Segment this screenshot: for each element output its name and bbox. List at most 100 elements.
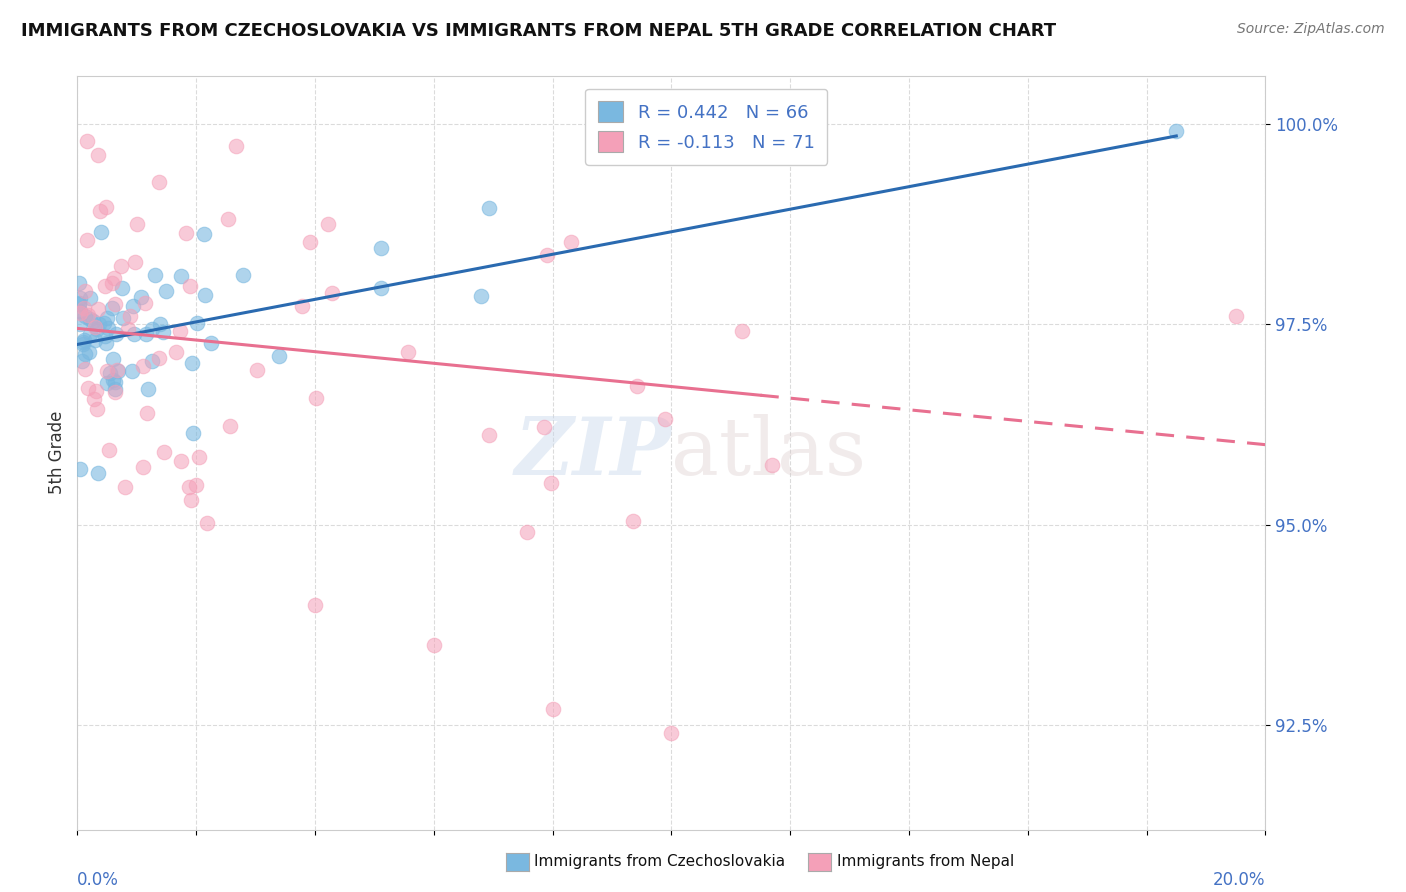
Point (118, 309, 141, 323)
Point (134, 295, 156, 310)
Point (370, 241, 392, 255)
Point (105, 362, 128, 376)
Point (143, 268, 166, 283)
Point (69, 291, 91, 305)
Text: 20.0%: 20.0% (1213, 871, 1265, 889)
Point (89, 204, 111, 219)
Point (396, 345, 419, 359)
Point (73, 301, 96, 316)
Point (77, 309, 100, 323)
Point (77, 381, 100, 395)
Point (1225, 309, 1247, 323)
Point (79, 291, 101, 305)
Point (152, 445, 174, 459)
Point (181, 356, 204, 370)
Point (93, 279, 115, 293)
Legend: R = 0.442   N = 66, R = -0.113   N = 71: R = 0.442 N = 66, R = -0.113 N = 71 (585, 88, 827, 165)
Point (626, 378, 648, 392)
Point (69, 304, 91, 318)
Point (661, 726, 683, 740)
Point (111, 281, 134, 295)
Point (84, 319, 107, 334)
Point (79, 326, 101, 341)
Point (470, 289, 492, 303)
Point (70, 354, 93, 368)
Point (135, 327, 157, 342)
Point (72, 336, 94, 351)
Point (72, 333, 94, 347)
Point (67, 276, 90, 290)
Point (516, 524, 538, 539)
Point (69, 306, 91, 320)
Point (87, 466, 110, 480)
Point (79, 312, 101, 326)
Point (93, 316, 115, 330)
Point (96, 310, 118, 325)
Point (94, 200, 117, 214)
Point (197, 516, 219, 531)
Point (148, 351, 170, 366)
Point (101, 276, 124, 290)
Point (132, 460, 155, 475)
Point (121, 364, 143, 378)
Point (246, 363, 269, 377)
Point (67, 297, 90, 311)
Point (94, 328, 117, 343)
Point (141, 353, 163, 368)
Point (176, 227, 198, 241)
Text: atlas: atlas (672, 414, 866, 491)
Point (101, 373, 124, 387)
Point (101, 301, 124, 316)
Text: Source: ZipAtlas.com: Source: ZipAtlas.com (1237, 22, 1385, 37)
Point (186, 316, 208, 330)
Point (103, 271, 125, 285)
Point (170, 454, 193, 468)
Point (111, 311, 134, 326)
Point (67, 296, 90, 310)
Point (186, 477, 208, 491)
Point (299, 235, 322, 250)
Point (621, 515, 644, 529)
Point (152, 326, 174, 340)
Point (188, 450, 211, 465)
Point (179, 480, 201, 494)
Point (114, 480, 136, 494)
Point (370, 281, 392, 295)
Point (73, 361, 96, 376)
Point (232, 268, 254, 283)
Point (86, 322, 108, 336)
Point (97, 442, 120, 457)
Point (170, 268, 193, 283)
Point (540, 476, 562, 491)
Point (125, 217, 148, 231)
Point (654, 411, 676, 425)
Point (96, 364, 118, 378)
Point (304, 598, 326, 612)
Point (107, 364, 129, 378)
Text: ZIP: ZIP (515, 414, 672, 491)
Point (138, 382, 160, 396)
Point (73, 285, 96, 299)
Point (87, 301, 110, 316)
Point (104, 385, 127, 400)
Point (86, 148, 108, 162)
Point (104, 326, 127, 341)
Point (761, 458, 783, 472)
Point (104, 375, 127, 389)
Point (181, 425, 204, 440)
Point (121, 299, 143, 313)
Point (533, 420, 555, 434)
Point (321, 286, 343, 301)
Point (478, 202, 501, 216)
Point (291, 299, 314, 313)
Point (541, 702, 564, 716)
Point (141, 322, 163, 336)
Point (148, 317, 170, 331)
Text: IMMIGRANTS FROM CZECHOSLOVAKIA VS IMMIGRANTS FROM NEPAL 5TH GRADE CORRELATION CH: IMMIGRANTS FROM CZECHOSLOVAKIA VS IMMIGR… (21, 22, 1056, 40)
Point (117, 321, 139, 335)
Point (131, 359, 153, 374)
Point (69, 462, 91, 476)
Point (217, 211, 239, 226)
Point (104, 297, 127, 311)
Point (169, 324, 191, 338)
